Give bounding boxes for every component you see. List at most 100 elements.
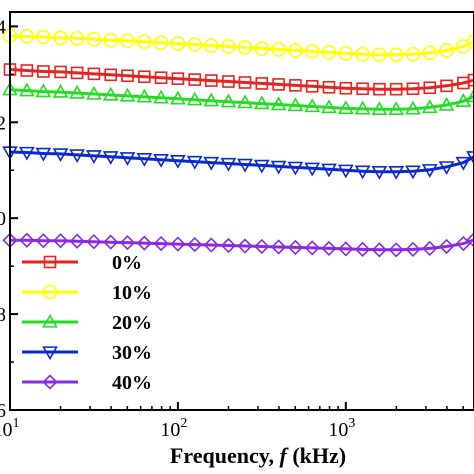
data-point-1-4 [69,31,85,46]
data-point-4-15 [254,238,270,255]
legend-marker-1 [42,284,58,300]
series-4 [2,232,474,258]
data-point-2-3 [52,83,69,98]
data-point-3-19 [321,163,337,178]
data-point-2-12 [203,92,220,107]
data-point-0-18 [305,80,319,93]
data-point-0-4 [70,66,84,80]
legend: 0% 10% 20% 30% 40% [22,252,152,394]
data-point-0-12 [204,74,218,87]
legend-marker-0 [43,255,57,269]
legend-label-2: 20% [112,312,152,334]
data-point-4-28 [466,232,474,248]
series-line-1 [9,34,474,57]
data-point-2-9 [153,89,169,104]
data-point-1-7 [120,33,135,49]
data-point-1-2 [36,29,51,45]
plot-frame [9,11,474,411]
y-tick-label-3: 12 [0,112,6,134]
data-point-3-15 [253,159,270,174]
data-point-4-24 [405,241,421,257]
data-point-4-2 [35,233,51,249]
legend-marker-2 [42,313,58,328]
data-point-1-16 [271,42,286,57]
data-point-4-16 [271,239,287,255]
legend-label-1: 10% [112,282,152,304]
ticks-layer: 68101214101102103 [0,16,464,441]
data-point-2-16 [270,96,287,111]
data-point-3-22 [371,166,388,180]
data-point-0-21 [356,82,369,96]
data-point-4-10 [170,236,186,252]
data-point-1-25 [422,45,438,61]
data-point-2-26 [438,96,455,111]
y-tick-label-4: 14 [0,16,6,38]
data-point-2-10 [170,90,186,105]
data-point-0-7 [121,69,134,83]
data-point-2-1 [18,82,35,97]
data-point-1-19 [321,44,337,60]
data-point-0-2 [37,65,50,78]
data-point-2-13 [220,93,237,108]
legend-item-3: 30% [22,342,152,364]
data-point-4-26 [438,238,455,255]
data-point-4-4 [69,233,85,249]
series-2 [2,81,474,116]
data-point-4-5 [86,234,102,250]
data-point-0-28 [467,73,474,87]
legend-item-1: 10% [22,282,152,304]
data-point-0-3 [54,65,67,79]
data-point-0-20 [339,81,353,95]
data-point-0-24 [406,82,420,96]
data-point-1-24 [405,46,421,62]
data-point-3-1 [18,146,35,161]
data-point-0-11 [188,73,202,86]
data-point-2-14 [237,94,253,109]
data-point-1-26 [439,43,454,58]
data-point-3-21 [354,165,371,180]
data-point-0-17 [289,79,302,92]
data-point-2-17 [287,97,304,112]
legend-item-2: 20% [22,312,152,334]
data-point-2-8 [136,88,153,103]
data-point-1-5 [86,32,102,47]
data-point-4-14 [237,238,253,254]
x-tick-label-2: 103 [328,416,355,441]
series-line-0 [9,68,474,91]
data-point-2-21 [354,100,371,115]
legend-label-0: 0% [112,252,142,274]
data-point-3-3 [52,148,69,163]
data-point-3-16 [270,160,287,175]
data-point-3-23 [388,166,405,180]
x-tick-exponent: 2 [180,416,187,431]
data-point-0-8 [138,70,151,84]
data-point-4-11 [187,236,203,253]
data-point-1-17 [288,43,303,58]
data-point-3-10 [170,154,186,169]
x-tick-exponent: 3 [348,416,355,431]
data-point-3-5 [86,150,102,164]
series-0 [3,63,474,96]
data-point-2-27 [455,93,472,107]
data-point-1-14 [237,40,253,55]
data-point-3-28 [466,151,474,165]
legend-marker-3 [42,346,58,361]
x-tick-base: 10 [160,419,180,441]
data-point-4-23 [388,242,404,258]
data-point-2-2 [35,83,52,98]
data-point-2-4 [69,84,85,99]
x-tick-label-0: 101 [0,416,20,441]
data-point-2-25 [421,99,438,114]
data-point-4-25 [422,240,438,257]
data-point-3-12 [203,156,220,171]
data-point-0-14 [238,76,252,89]
y-tick-label-2: 10 [0,208,6,230]
data-point-1-10 [170,36,186,51]
data-point-0-5 [87,67,101,81]
data-point-4-17 [287,239,304,256]
data-point-1-23 [388,47,404,62]
data-point-2-19 [321,99,337,114]
legend-label-4: 40% [112,372,152,394]
x-tick-label-1: 102 [160,416,187,441]
data-point-0-23 [389,82,403,96]
